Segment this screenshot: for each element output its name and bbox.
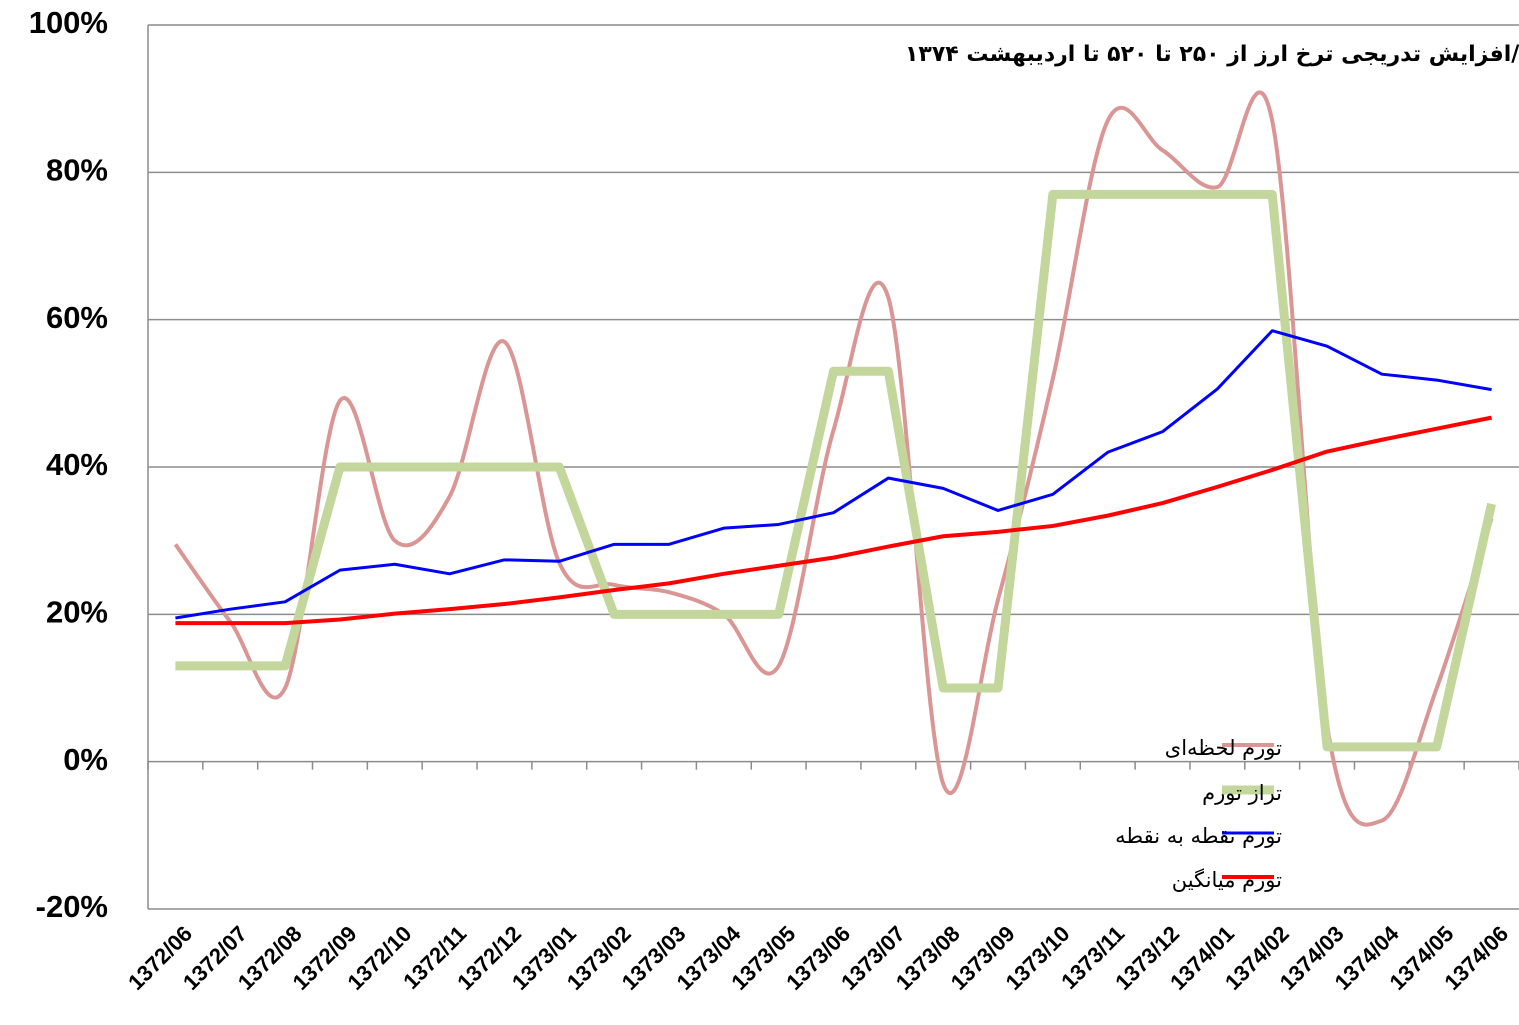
y-tick-label: 20% (46, 595, 108, 630)
chart-title: ۰۶/۱۳۷۳/افزایش تدریجی ترخ ارز از ۲۵۰ تا … (905, 42, 1519, 67)
y-tick-label: -20% (36, 889, 108, 924)
legend-label: تراز تورم (1202, 781, 1282, 805)
y-tick-label: 100% (29, 5, 108, 40)
legend-label: تورم نقطه به نقطه (1115, 824, 1282, 848)
y-tick-label: 60% (46, 300, 108, 335)
legend-label: تورم میانگین (1172, 868, 1282, 892)
series-line (175, 329, 1492, 620)
y-tick-label: 80% (46, 153, 108, 188)
series-line (175, 415, 1492, 626)
series-line (173, 90, 1494, 827)
y-tick-label: 40% (46, 447, 108, 482)
y-tick-label: 0% (63, 742, 108, 777)
series-line (175, 189, 1496, 752)
legend-label: تورم لحظه‌ای (1165, 736, 1282, 760)
